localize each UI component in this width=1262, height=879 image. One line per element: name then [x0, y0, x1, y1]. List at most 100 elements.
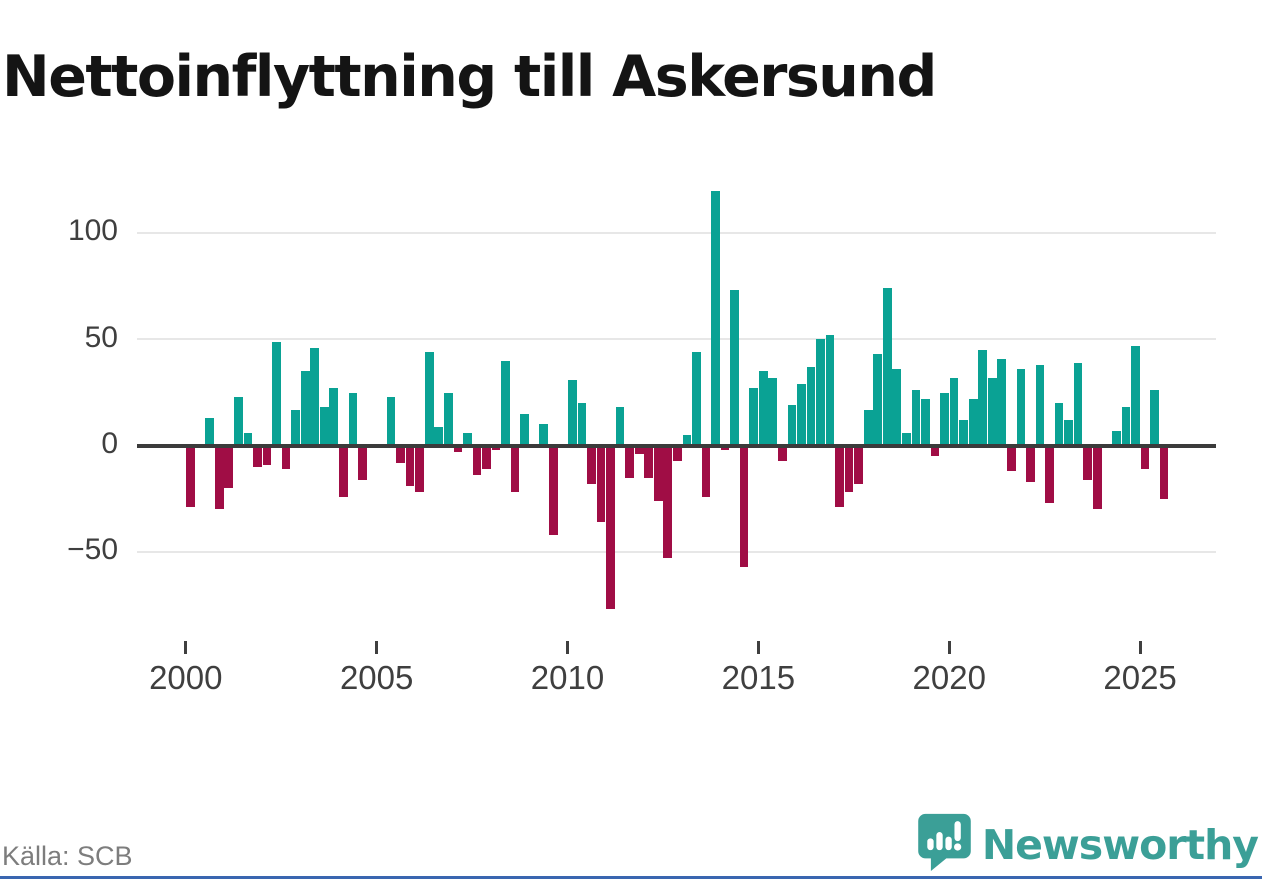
bar-2012Q4 — [672, 445, 682, 461]
bar-2023Q1 — [1064, 420, 1073, 446]
gridline-y100 — [137, 232, 1216, 235]
bar-2010Q4 — [596, 445, 606, 523]
bar-2004Q1 — [338, 445, 348, 497]
bar-2007Q2 — [463, 432, 472, 446]
bar-2009Q2 — [539, 424, 549, 446]
x-axis-label: 2005 — [339, 659, 414, 696]
bar-2003Q1 — [300, 371, 310, 446]
bar-2020Q3 — [968, 398, 978, 446]
bar-2003Q3 — [319, 407, 329, 446]
bar-2024Q4 — [1131, 345, 1140, 446]
bar-2008Q4 — [520, 413, 529, 446]
bar-2003Q2 — [310, 347, 320, 446]
bar-2007Q4 — [482, 445, 491, 470]
bar-2022Q1 — [1026, 445, 1035, 482]
x-axis-label: 2015 — [721, 659, 796, 696]
bar-2016Q1 — [797, 384, 806, 446]
bar-2011Q2 — [615, 407, 625, 446]
y-axis-label: −50 — [67, 533, 118, 567]
bar-2025Q1 — [1140, 445, 1150, 470]
bar-2000Q3 — [205, 418, 215, 446]
bar-2021Q2 — [997, 358, 1007, 446]
bar-2016Q3 — [816, 339, 825, 446]
x-axis-zero-line — [137, 443, 1216, 448]
bar-2014Q2 — [730, 290, 739, 446]
y-axis-label: 0 — [101, 427, 118, 461]
x-axis-tick — [184, 641, 188, 654]
x-axis-label: 2020 — [912, 659, 986, 696]
bar-2018Q2 — [882, 288, 892, 446]
bar-2019Q2 — [921, 398, 930, 446]
bar-2005Q4 — [405, 445, 415, 487]
bar-2017Q3 — [854, 445, 863, 484]
x-axis-label: 2025 — [1103, 659, 1177, 696]
bar-2007Q1 — [453, 445, 463, 453]
bar-2008Q3 — [510, 445, 520, 493]
bar-2018Q4 — [902, 432, 911, 446]
bar-2005Q2 — [386, 396, 396, 446]
bar-2001Q1 — [224, 445, 234, 489]
bar-2015Q3 — [777, 445, 787, 461]
bar-2013Q3 — [701, 445, 711, 497]
bar-2011Q4 — [634, 445, 644, 455]
bar-2017Q2 — [844, 445, 854, 493]
bar-2018Q3 — [892, 369, 902, 446]
bar-2006Q1 — [415, 445, 425, 493]
bar-2008Q2 — [501, 360, 510, 446]
bar-2010Q3 — [587, 445, 596, 484]
bar-2002Q1 — [262, 445, 272, 465]
bar-2021Q1 — [987, 377, 997, 446]
bar-2015Q1 — [758, 371, 768, 446]
bar-2021Q3 — [1006, 445, 1016, 472]
bar-2016Q2 — [806, 367, 816, 446]
x-axis-tick — [566, 641, 570, 654]
source-caption: Källa: SCB — [2, 841, 133, 871]
x-axis-tick — [756, 641, 760, 654]
bar-2008Q1 — [491, 445, 501, 450]
bar-2004Q3 — [358, 445, 367, 480]
bar-2025Q2 — [1150, 390, 1159, 446]
bar-2000Q4 — [214, 445, 224, 510]
bar-2005Q3 — [396, 445, 405, 463]
x-axis-label: 2010 — [530, 659, 605, 696]
bar-2012Q1 — [644, 445, 654, 478]
bar-2001Q3 — [243, 432, 253, 446]
bar-2023Q2 — [1073, 362, 1083, 446]
bar-2020Q2 — [959, 420, 968, 446]
bar-2010Q1 — [568, 379, 577, 446]
bar-2019Q4 — [940, 392, 949, 446]
y-axis-label: 50 — [84, 320, 118, 354]
bar-2002Q2 — [272, 341, 281, 446]
newsworthy-brand: Newsworthy — [917, 813, 1259, 876]
bar-2017Q1 — [835, 445, 844, 508]
bar-2013Q4 — [711, 190, 720, 446]
bar-2021Q4 — [1016, 369, 1026, 446]
bar-2009Q3 — [548, 445, 558, 535]
bar-2019Q3 — [930, 445, 940, 457]
gridline-y-50 — [137, 551, 1216, 554]
x-axis-tick — [947, 641, 951, 654]
bar-2014Q1 — [720, 445, 730, 450]
bar-2025Q3 — [1159, 445, 1169, 499]
newsworthy-wordmark: Newsworthy — [981, 820, 1259, 869]
bar-2013Q1 — [682, 435, 692, 446]
bar-2002Q3 — [281, 445, 291, 470]
bar-2000Q1 — [186, 445, 195, 508]
bar-2014Q3 — [739, 445, 749, 567]
bar-2015Q4 — [787, 405, 797, 446]
bar-2014Q4 — [749, 388, 759, 446]
page-title: Nettoinflyttning till Askersund — [2, 44, 937, 111]
x-axis-label: 2000 — [149, 659, 223, 696]
bar-2024Q2 — [1111, 430, 1121, 446]
bar-2023Q3 — [1083, 445, 1093, 480]
bar-2012Q3 — [663, 445, 673, 559]
y-axis-label: 100 — [67, 214, 118, 248]
bar-2020Q1 — [949, 377, 959, 446]
bar-2013Q2 — [692, 352, 701, 446]
bar-2006Q4 — [443, 392, 453, 446]
bar-2001Q2 — [234, 396, 243, 446]
x-axis-tick — [375, 641, 379, 654]
bar-2004Q2 — [348, 392, 358, 446]
bar-2016Q4 — [825, 335, 835, 446]
